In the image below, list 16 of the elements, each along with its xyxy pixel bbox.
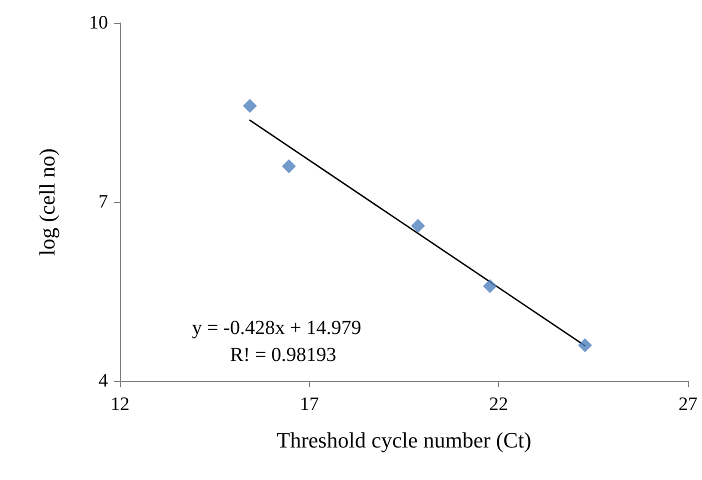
point <box>411 218 426 233</box>
y-tick-label: 10 <box>89 12 108 34</box>
point <box>578 338 592 352</box>
point <box>482 279 497 294</box>
x-axis-title: Threshold cycle number (Ct) <box>276 428 532 452</box>
annotation: R! = 0.98193 <box>230 344 336 366</box>
y-tick-label: 4 <box>98 370 108 392</box>
x-tick-label: 12 <box>110 394 130 415</box>
point <box>282 159 296 174</box>
x-tick-label: 22 <box>489 394 508 415</box>
y-axis-title: log (cell no) <box>34 148 60 256</box>
annotation: y = -0.428x + 14.979 <box>192 317 362 339</box>
x-tick-label: 17 <box>300 394 319 415</box>
x-tick-label: 27 <box>678 394 698 415</box>
y-tick-label: 7 <box>98 192 108 212</box>
point <box>242 98 257 113</box>
